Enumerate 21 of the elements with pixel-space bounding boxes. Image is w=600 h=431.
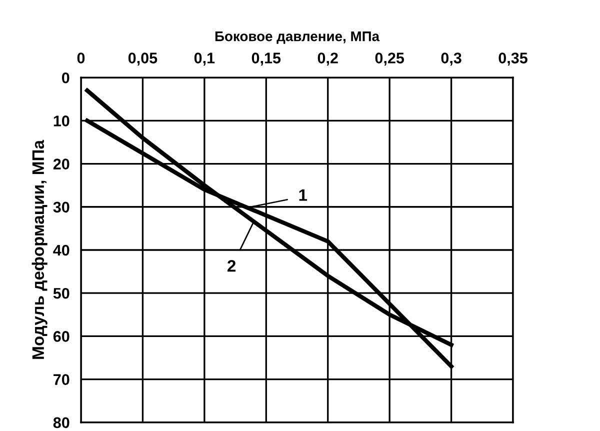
y-tick-label: 60 [53,331,70,342]
y-tick-label: 0 [62,72,70,84]
y-axis-title: Модуль деформации, МПа [32,140,48,359]
x-axis-title: Боковое давление, МПа [215,32,380,44]
x-tick-label: 0,05 [128,52,158,66]
x-tick-label: 0,3 [441,52,462,66]
text: 2 [228,260,236,272]
x-tick-label: 0,25 [375,52,404,66]
y-tick-label: 30 [53,202,70,213]
y-tick-label: 40 [53,244,70,256]
legend-label: 1 [299,189,308,201]
x-tick-label: 0,2 [318,52,338,66]
y-tick-label: 20 [53,158,70,170]
y-tick-label: 10 [54,116,70,126]
x-tick-label: 0,35 [498,52,528,66]
y-tick-label: 70 [54,374,70,385]
x-tick-label: 0,15 [252,52,281,66]
y-tick-label: 50 [53,288,70,299]
x-tick-label: 0 [77,52,85,64]
x-tick-label: 0,1 [194,52,215,66]
y-tick-label: 80 [53,417,70,428]
